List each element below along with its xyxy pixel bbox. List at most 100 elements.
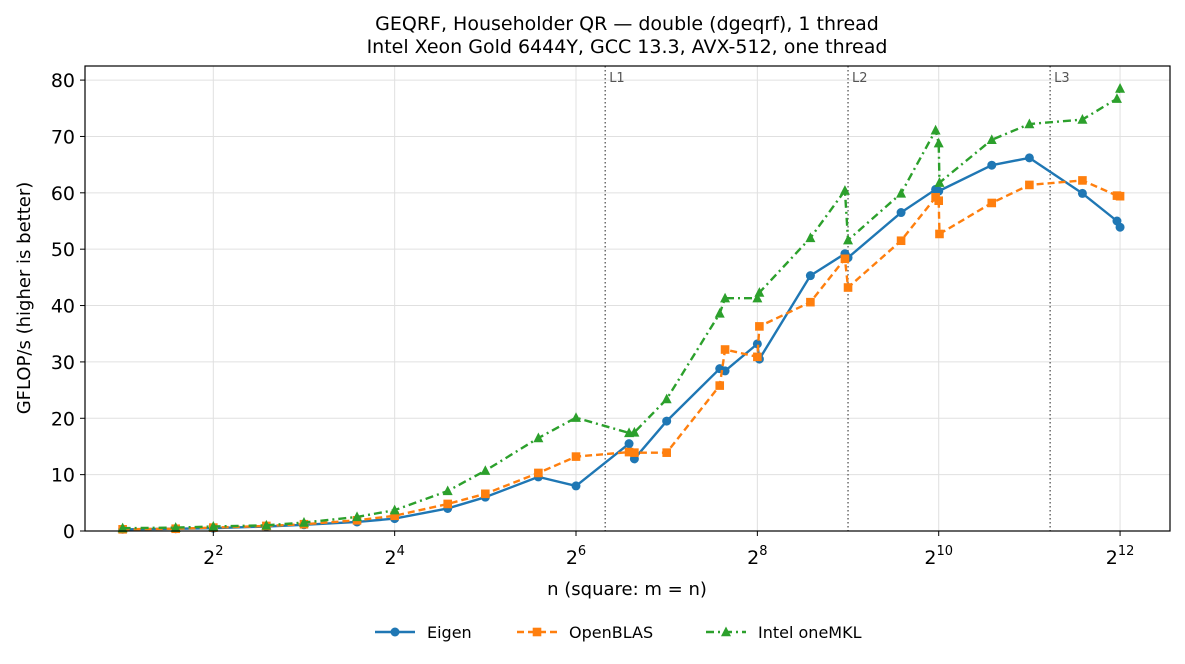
data-point-intel-onemkl	[661, 393, 672, 404]
y-tick-label: 50	[51, 239, 75, 261]
data-point-intel-onemkl	[1024, 118, 1035, 129]
data-point-intel-onemkl	[629, 426, 640, 437]
chart-title: GEQRF, Householder QR — double (dgeqrf),…	[375, 13, 879, 35]
data-point-eigen	[805, 271, 815, 281]
series-eigen	[118, 153, 1125, 534]
series-intel-onemkl	[117, 83, 1126, 533]
data-point-intel-onemkl	[170, 522, 181, 532]
data-point-eigen	[987, 160, 997, 170]
data-point-openblas	[843, 283, 853, 292]
series-line-eigen	[122, 156, 1122, 531]
y-tick-label: 70	[51, 126, 75, 148]
data-point-eigen	[752, 339, 762, 349]
data-point-intel-onemkl	[896, 187, 907, 198]
data-point-intel-onemkl	[389, 504, 400, 515]
legend-swatch-marker	[532, 627, 542, 637]
x-tick-label: 28	[747, 544, 767, 569]
data-point-openblas	[624, 447, 634, 457]
data-point-openblas	[720, 345, 730, 354]
x-tick-label: 24	[384, 544, 404, 569]
x-tick-label: 212	[1106, 544, 1135, 569]
data-point-intel-onemkl	[805, 232, 816, 243]
data-point-intel-onemkl	[442, 485, 453, 496]
legend-label: OpenBLAS	[569, 623, 653, 642]
data-point-intel-onemkl	[533, 432, 544, 443]
data-point-openblas	[715, 381, 725, 390]
cache-label-l1: L1	[609, 71, 625, 86]
data-point-openblas	[753, 352, 762, 362]
chart-subtitle: Intel Xeon Gold 6444Y, GCC 13.3, AVX-512…	[367, 36, 888, 58]
data-point-intel-onemkl	[1077, 114, 1088, 124]
data-point-openblas	[1025, 180, 1034, 190]
data-point-intel-onemkl	[752, 292, 763, 303]
data-point-openblas	[755, 322, 764, 331]
data-point-intel-onemkl	[720, 292, 731, 303]
data-point-openblas	[662, 448, 671, 457]
series-line-intel-onemkl	[122, 88, 1122, 530]
data-point-eigen	[624, 439, 634, 449]
data-point-openblas	[630, 448, 639, 457]
y-tick-label: 0	[63, 521, 75, 543]
data-point-intel-onemkl	[480, 465, 491, 475]
data-point-intel-onemkl	[352, 511, 363, 522]
legend: Eigen OpenBLAS Intel oneMKL	[375, 623, 862, 642]
x-axis: 22 24 26 28 210 212	[203, 531, 1134, 569]
data-point-eigen	[1024, 153, 1034, 163]
data-point-intel-onemkl	[839, 185, 850, 195]
data-point-eigen	[1077, 188, 1087, 198]
data-point-openblas	[443, 499, 453, 509]
x-tick-label: 26	[566, 544, 586, 569]
x-tick-label: 22	[203, 544, 223, 569]
data-point-openblas	[935, 229, 944, 239]
data-point-intel-onemkl	[1115, 83, 1126, 93]
data-point-intel-onemkl	[1111, 93, 1122, 103]
data-point-openblas	[806, 297, 815, 307]
x-axis-label: n (square: m = n)	[547, 579, 707, 600]
legend-item-openblas: OpenBLAS	[517, 623, 653, 642]
data-point-eigen	[1115, 222, 1125, 232]
series-line-openblas	[122, 179, 1121, 531]
data-point-openblas	[934, 196, 944, 206]
data-point-openblas	[1115, 191, 1125, 201]
legend-item-eigen: Eigen	[375, 623, 472, 642]
data-point-openblas	[571, 452, 581, 461]
data-point-openblas	[1078, 176, 1087, 185]
data-point-intel-onemkl	[571, 412, 582, 422]
data-point-intel-onemkl	[208, 520, 219, 531]
legend-label: Eigen	[427, 623, 472, 642]
data-point-eigen	[662, 416, 672, 426]
data-point-openblas	[390, 511, 399, 521]
data-point-openblas	[987, 198, 997, 208]
y-tick-label: 60	[51, 183, 75, 205]
y-axis: 0 10 20 30 40 50 60 70 80	[51, 70, 85, 543]
data-point-intel-onemkl	[261, 519, 272, 530]
legend-label: Intel oneMKL	[758, 623, 862, 642]
cache-label-l2: L2	[852, 71, 868, 86]
data-point-intel-onemkl	[117, 522, 128, 533]
data-point-openblas	[481, 489, 490, 499]
cache-lines: L1 L2 L3	[604, 66, 1070, 531]
grid	[85, 66, 1170, 532]
legend-swatch-marker	[390, 627, 400, 637]
data-point-eigen	[720, 366, 730, 376]
series-layer	[117, 83, 1126, 534]
data-point-openblas	[840, 254, 850, 264]
legend-swatch-marker	[721, 626, 731, 637]
x-tick-label: 210	[924, 544, 953, 569]
data-point-eigen	[571, 481, 581, 491]
plot-frame	[84, 65, 1171, 532]
y-tick-label: 30	[51, 352, 75, 374]
y-tick-label: 10	[51, 465, 75, 487]
data-point-intel-onemkl	[714, 307, 725, 318]
data-point-intel-onemkl	[933, 137, 944, 148]
y-tick-label: 20	[51, 408, 75, 430]
y-tick-label: 40	[51, 296, 75, 318]
data-point-intel-onemkl	[298, 517, 309, 527]
data-point-openblas	[534, 468, 543, 478]
data-point-eigen	[896, 208, 906, 218]
data-point-intel-onemkl	[930, 124, 941, 135]
y-tick-label: 80	[51, 70, 75, 92]
data-point-intel-onemkl	[934, 177, 945, 187]
legend-item-intel-onemkl: Intel oneMKL	[706, 623, 862, 642]
